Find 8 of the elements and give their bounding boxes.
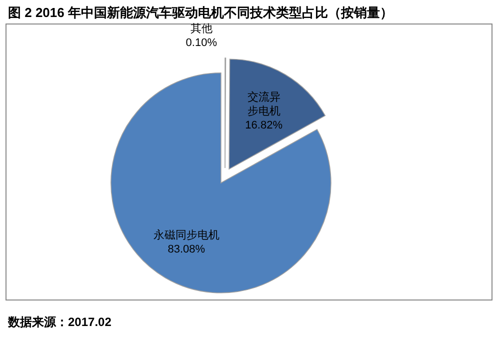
data-label: 83.08%: [168, 244, 206, 256]
slice-label: 交流异步电机: [247, 90, 280, 118]
data-label: 16.82%: [245, 119, 283, 132]
data-label: 0.10%: [186, 37, 218, 49]
source-note: 数据来源：2017.02: [7, 315, 112, 329]
slice-label: 永磁同步电机: [153, 228, 220, 242]
chart-title: 图 2 2016 年中国新能源汽车驱动电机不同技术类型占比（按销量）: [8, 5, 393, 20]
slice-label: 其他: [190, 22, 212, 35]
